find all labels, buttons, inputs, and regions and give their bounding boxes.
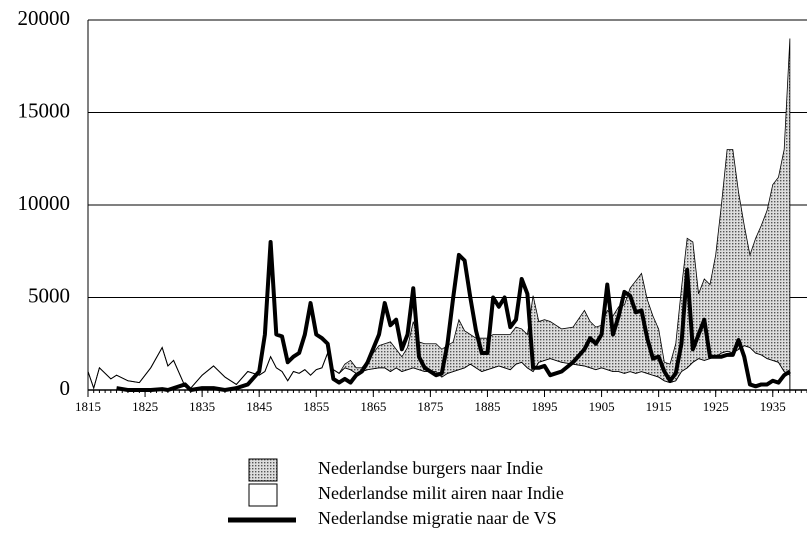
- line-vs: [116, 240, 791, 392]
- x-tick-label: 1835: [189, 399, 215, 414]
- legend-swatch: [248, 458, 278, 482]
- legend-label: Nederlandse burgers naar Indie: [318, 458, 543, 478]
- x-tick-label: 1865: [360, 399, 386, 414]
- x-tick-label: 1935: [760, 399, 786, 414]
- x-tick-label: 1925: [703, 399, 729, 414]
- legend-swatch: [248, 483, 278, 507]
- legend-label: Nederlandse migratie naar de VS: [318, 508, 557, 528]
- x-tick-label: 1825: [132, 399, 158, 414]
- x-tick-label: 1905: [589, 399, 615, 414]
- x-tick-label: 1815: [75, 399, 101, 414]
- x-tick-label: 1855: [303, 399, 329, 414]
- x-tick-label: 1875: [417, 399, 443, 414]
- area-burgers: [87, 38, 791, 390]
- y-tick-label: 10000: [18, 191, 71, 215]
- y-tick-label: 15000: [18, 98, 71, 122]
- legend-label: Nederlandse milit airen naar Indie: [318, 483, 564, 503]
- y-tick-label: 20000: [18, 6, 71, 30]
- x-tick-label: 1845: [246, 399, 272, 414]
- x-tick-label: 1915: [646, 399, 672, 414]
- y-tick-label: 0: [60, 376, 71, 400]
- x-tick-label: 1895: [532, 399, 558, 414]
- x-tick-label: 1885: [474, 399, 500, 414]
- y-tick-label: 5000: [28, 283, 70, 307]
